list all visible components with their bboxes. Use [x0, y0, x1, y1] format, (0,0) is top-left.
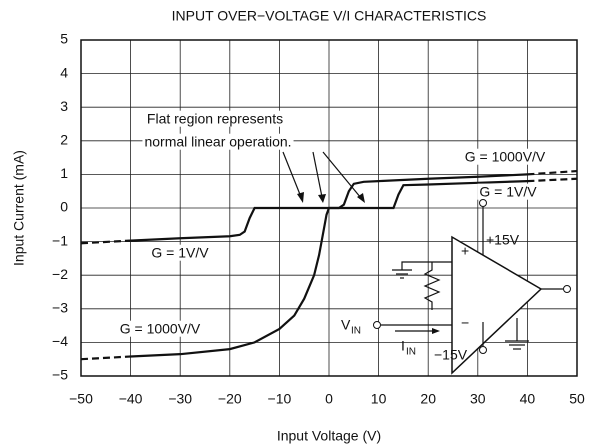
- arrow: [282, 151, 302, 198]
- x-tick-label: −50: [69, 391, 93, 407]
- annotation-bg: [149, 244, 212, 261]
- curve-dashed: [527, 177, 578, 183]
- x-tick-label: 50: [569, 391, 585, 407]
- x-tick-label: 10: [371, 391, 387, 407]
- x-tick-label: 30: [470, 391, 486, 407]
- iin-sub: IN: [406, 347, 416, 358]
- y-tick-label: 4: [60, 64, 68, 80]
- vin-label: V: [341, 317, 351, 333]
- x-axis-label: Input Voltage (V): [277, 428, 381, 444]
- curve: [130, 173, 528, 358]
- plus-label: +: [461, 243, 469, 259]
- terminal: [479, 199, 487, 207]
- y-tick-label: −4: [52, 333, 68, 349]
- annotation: G = 1000V/V: [465, 149, 546, 165]
- annotation-bg: [477, 183, 540, 200]
- y-tick-label: 0: [60, 199, 68, 215]
- annotation: G = 1000V/V: [120, 321, 201, 337]
- supply-label: +15V: [486, 232, 520, 248]
- y-tick-label: −2: [52, 266, 68, 282]
- annotation-bg: [117, 320, 203, 337]
- minus-label: −: [461, 315, 469, 331]
- terminal: [479, 346, 487, 354]
- y-tick-label: 5: [60, 31, 68, 47]
- x-tick-label: 40: [520, 391, 536, 407]
- terminal: [563, 285, 571, 293]
- y-tick-label: 3: [60, 98, 68, 114]
- vin-sub: IN: [351, 326, 361, 337]
- resistor: [423, 262, 441, 310]
- x-tick-label: 0: [325, 391, 333, 407]
- x-tick-label: −20: [218, 391, 242, 407]
- supply-label: −15V: [434, 347, 468, 363]
- arrowhead: [357, 193, 365, 203]
- curve-dashed: [527, 169, 578, 176]
- annotation: normal linear operation.: [144, 134, 291, 150]
- y-tick-label: −3: [52, 300, 68, 316]
- curve: [130, 180, 528, 242]
- arrow: [322, 151, 362, 199]
- x-tick-label: −30: [168, 391, 192, 407]
- op-amp: [451, 235, 543, 375]
- terminal: [373, 321, 381, 329]
- curve-dashed: [80, 239, 131, 245]
- y-tick-label: 2: [60, 132, 68, 148]
- x-tick-label: −40: [119, 391, 143, 407]
- x-tick-label: −10: [268, 391, 292, 407]
- y-tick-label: 1: [60, 165, 68, 181]
- curve-dashed: [80, 355, 131, 361]
- annotation-arrows: [282, 151, 365, 203]
- annotation: Flat region represents: [147, 111, 283, 127]
- chart-title: INPUT OVER−VOLTAGE V/I CHARACTERISTICS: [172, 8, 487, 24]
- annotation: G = 1V/V: [479, 184, 537, 200]
- annotation-bg: [142, 133, 294, 150]
- x-tick-label: 20: [420, 391, 436, 407]
- curves: [80, 169, 578, 361]
- iin-label: I: [401, 338, 405, 354]
- annotation-bg: [144, 110, 286, 127]
- y-axis-label: Input Current (mA): [11, 150, 27, 266]
- annotation-bg: [462, 148, 548, 165]
- arrowhead: [432, 328, 440, 334]
- circuit-inset: + − +15V −15V V IN I IN: [341, 199, 571, 375]
- arrowhead: [297, 192, 304, 203]
- arrowhead: [318, 194, 326, 203]
- annotation: G = 1V/V: [151, 245, 209, 261]
- wire: [401, 261, 452, 270]
- y-tick-label: −5: [52, 367, 68, 383]
- y-tick-label: −1: [52, 232, 68, 248]
- plot-frame: [80, 39, 578, 377]
- arrow: [312, 151, 323, 198]
